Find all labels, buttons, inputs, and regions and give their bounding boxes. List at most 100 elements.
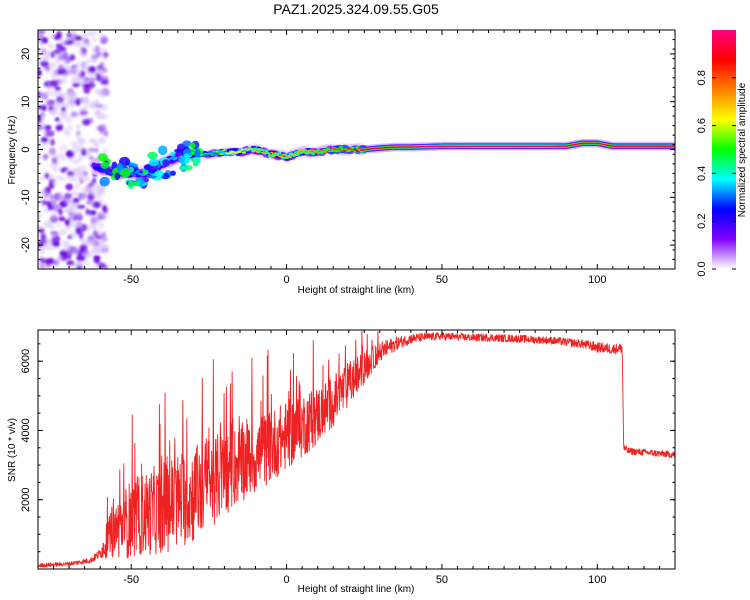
noise-blob — [48, 182, 55, 189]
noise-blob — [87, 77, 96, 82]
x-tick-label: 100 — [588, 274, 606, 286]
noise-blob — [93, 148, 99, 153]
noise-blob — [53, 48, 62, 55]
noise-blob — [46, 246, 55, 251]
noise-blob — [100, 237, 106, 244]
ridge-segment — [255, 151, 259, 153]
noise-blob — [92, 101, 100, 107]
snr-frame — [37, 329, 676, 570]
noise-blob — [48, 194, 55, 200]
noise-blob — [45, 99, 55, 107]
noise-blob — [90, 216, 98, 224]
noise-blob — [39, 189, 48, 196]
snr-marks — [38, 330, 675, 568]
noise-blob — [101, 204, 107, 211]
noise-blob — [73, 73, 83, 82]
noise-blob — [91, 222, 97, 229]
noise-blob — [58, 216, 66, 222]
noise-blob — [81, 30, 90, 37]
noise-blob — [38, 224, 42, 230]
noise-blob — [97, 262, 106, 269]
noise-blob — [79, 244, 88, 251]
noise-blob — [69, 231, 79, 238]
y-tick-label: -10 — [20, 189, 32, 205]
ridge-segment — [296, 151, 300, 154]
noise-blob — [69, 201, 76, 210]
ridge-blob — [114, 172, 121, 180]
noise-blob — [100, 39, 107, 45]
noise-blob — [58, 54, 66, 61]
noise-blob — [92, 201, 101, 209]
noise-blob — [38, 211, 42, 220]
ridge-blob — [178, 165, 186, 171]
ridge-segment — [103, 168, 109, 172]
noise-blob — [43, 154, 48, 161]
noise-blob — [92, 172, 98, 177]
y-tick-label: 20 — [20, 48, 32, 60]
ridge-segment — [171, 156, 176, 160]
ridge-blob — [154, 170, 164, 178]
noise-blob — [99, 47, 108, 53]
noise-blob — [87, 185, 96, 193]
ridge-blob — [194, 148, 201, 159]
noise-blob — [78, 192, 84, 200]
colorbar-tick-label: 0.2 — [696, 214, 708, 229]
noise-blob — [83, 41, 92, 48]
noise-blob — [60, 167, 67, 173]
noise-blob — [50, 138, 55, 146]
noise-blob — [101, 245, 109, 253]
colorbar-tick-label: 0.8 — [696, 70, 708, 85]
ridge-segment — [289, 156, 293, 159]
noise-blob — [56, 100, 64, 109]
noise-blob — [65, 150, 75, 158]
noise-blob — [89, 137, 97, 143]
noise-blob — [68, 98, 74, 106]
ridge-blob — [193, 156, 201, 165]
noise-blob — [86, 238, 94, 245]
ridge-segment — [262, 152, 267, 155]
noise-blob — [56, 31, 62, 39]
noise-blob — [80, 224, 88, 232]
noise-blob — [83, 104, 89, 109]
noise-blob — [48, 110, 58, 116]
ridge-blob — [100, 161, 110, 169]
noise-blob — [75, 226, 82, 235]
noise-blob — [58, 92, 67, 98]
noise-blob — [59, 228, 67, 236]
ridge-segment — [95, 163, 102, 169]
noise-blob — [38, 116, 43, 124]
noise-blob — [76, 255, 84, 262]
noise-blob — [39, 176, 46, 181]
noise-blob — [57, 191, 63, 199]
noise-blob — [38, 154, 42, 163]
noise-blob — [97, 185, 104, 192]
noise-blob — [101, 232, 107, 239]
noise-blob — [54, 86, 62, 91]
noise-blob — [96, 212, 104, 221]
snr-series-line — [38, 330, 675, 568]
ridge-blob — [143, 164, 151, 170]
ridge-segment — [264, 150, 269, 153]
noise-blob — [92, 36, 98, 43]
noise-blob — [59, 145, 68, 151]
x-tick-label: -50 — [123, 274, 139, 286]
noise-blob — [71, 190, 80, 197]
noise-blob — [48, 62, 55, 68]
noise-blob — [88, 210, 97, 216]
ridge-segment — [259, 148, 263, 151]
noise-blob — [48, 147, 56, 156]
noise-blob — [68, 90, 77, 99]
noise-blob — [97, 112, 106, 119]
noise-blob — [65, 175, 72, 180]
snr-x-ticks: -50 0 50 100 — [53, 330, 676, 586]
ridge-segment — [156, 165, 161, 169]
snr-y-ticks: 2000 4000 6000 — [20, 343, 675, 570]
noise-blob — [77, 204, 86, 209]
noise-blob — [51, 160, 61, 167]
noise-blob — [47, 203, 54, 211]
noise-blob — [98, 88, 108, 96]
noise-blob — [87, 65, 97, 73]
ridge-segment — [106, 168, 113, 174]
noise-blob — [75, 98, 81, 106]
noise-blob — [76, 173, 85, 180]
